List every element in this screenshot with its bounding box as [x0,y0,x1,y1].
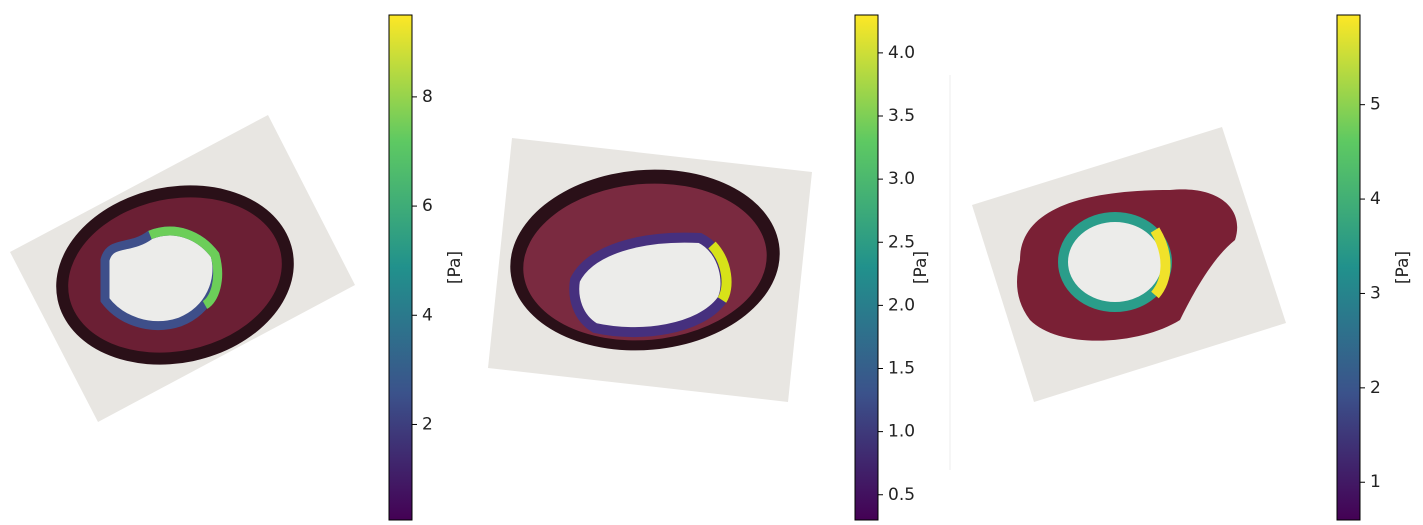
tissue-image [488,138,812,402]
tick-label: 4 [422,305,433,325]
tick-label: 4 [1370,189,1381,209]
tick-label: 3 [1370,283,1381,303]
tick-label: 5 [1370,95,1381,115]
tick-label: 2.5 [888,232,915,252]
tick-label: 8 [422,87,433,107]
colorbar-label: [Pa] [1393,251,1413,284]
tick-label: 6 [422,196,433,216]
tick-label: 2 [1370,378,1381,398]
tick-label: 2 [422,414,433,434]
colorbar [388,14,413,521]
tick-label: 4.0 [888,43,915,63]
colorbar-label: [Pa] [445,251,465,284]
tick-label: 1.0 [888,422,915,442]
tick-label: 3.0 [888,169,915,189]
tick-label: 1 [1370,472,1381,492]
tick-label: 3.5 [888,106,915,126]
colorbar [854,14,879,521]
colorbar [1336,14,1361,521]
tick-label: 1.5 [888,359,915,379]
tick-label: 0.5 [888,485,915,505]
colorbar-label: [Pa] [911,251,931,284]
tissue-image [972,127,1286,402]
tissue-image [10,115,355,422]
tick-label: 2.0 [888,295,915,315]
